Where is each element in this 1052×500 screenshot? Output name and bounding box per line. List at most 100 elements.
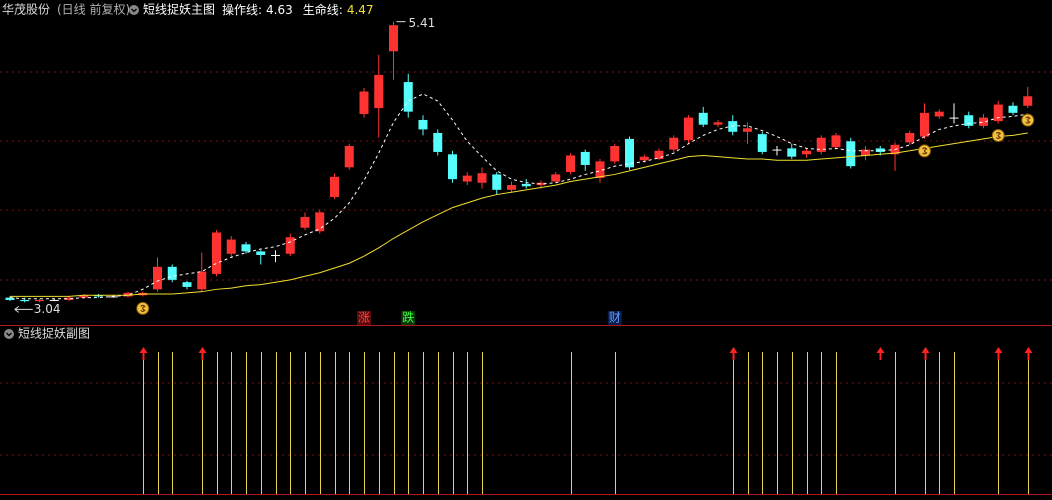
signal-arrow bbox=[729, 347, 738, 360]
candle-body bbox=[462, 175, 472, 182]
candle-body bbox=[49, 299, 59, 301]
event-marker-bg bbox=[357, 311, 371, 325]
candle-body bbox=[669, 137, 679, 150]
event-marker: 跌 bbox=[402, 310, 414, 325]
candle-body bbox=[566, 155, 575, 173]
bag-icon-mark bbox=[995, 131, 1002, 140]
candle-body bbox=[241, 244, 251, 252]
candle-body bbox=[330, 176, 339, 197]
candle-body bbox=[713, 122, 723, 125]
event-marker-bg bbox=[401, 311, 416, 325]
candle-body bbox=[300, 217, 310, 228]
candle-body bbox=[1023, 96, 1033, 106]
header-period: (日线 前复权) bbox=[57, 2, 130, 17]
candle-body bbox=[861, 149, 870, 156]
candle-body bbox=[64, 297, 74, 300]
candle-body bbox=[153, 266, 162, 290]
candle-body bbox=[285, 237, 295, 254]
header-stock: 华茂股份 bbox=[2, 3, 50, 17]
candle-body bbox=[551, 174, 561, 182]
candle-body bbox=[964, 115, 974, 126]
candle-body bbox=[772, 149, 782, 151]
candle-body bbox=[344, 146, 354, 168]
candle-body bbox=[197, 271, 207, 290]
bag-signal bbox=[991, 129, 1005, 143]
candle-body bbox=[315, 212, 325, 232]
menu-icon-arrow bbox=[131, 8, 137, 13]
candle-body bbox=[920, 112, 929, 137]
candle-body bbox=[5, 297, 15, 300]
candle-body bbox=[35, 299, 44, 302]
candle-body bbox=[123, 292, 133, 297]
candle-body bbox=[816, 137, 826, 152]
signal-arrow bbox=[994, 347, 1003, 360]
candle-body bbox=[448, 154, 457, 180]
signal-arrow bbox=[1024, 347, 1033, 360]
candle-body bbox=[580, 151, 590, 165]
candle-body bbox=[536, 182, 546, 186]
candle-body bbox=[684, 117, 693, 141]
candle-body bbox=[477, 173, 487, 183]
candle-body bbox=[433, 132, 443, 152]
candle-body bbox=[1008, 105, 1018, 113]
candle-body bbox=[94, 295, 103, 297]
candle-body bbox=[993, 104, 1003, 122]
candle-body bbox=[639, 156, 649, 161]
candle-body bbox=[831, 135, 841, 148]
candle-body bbox=[934, 111, 944, 117]
bag-icon-mark bbox=[1025, 116, 1031, 124]
event-marker: 财 bbox=[609, 311, 621, 325]
candle-body bbox=[359, 91, 369, 115]
header-line-value: 4.47 bbox=[347, 3, 374, 17]
candle-body bbox=[979, 117, 988, 126]
candle-body bbox=[846, 141, 856, 167]
candle-body bbox=[492, 174, 502, 190]
candle-body bbox=[182, 282, 192, 287]
candle-body bbox=[802, 150, 811, 155]
candle-body bbox=[418, 119, 428, 130]
menu-icon[interactable] bbox=[4, 329, 14, 339]
bag-signal bbox=[918, 144, 931, 158]
candle-body bbox=[20, 299, 30, 302]
menu-icon[interactable] bbox=[129, 5, 139, 15]
high-label: 5.41 bbox=[409, 16, 436, 30]
indicator-line bbox=[10, 132, 1028, 297]
bag-icon-mark bbox=[922, 147, 928, 155]
candle-body bbox=[212, 232, 221, 274]
candle-body bbox=[757, 134, 767, 152]
signal-arrow bbox=[921, 347, 930, 360]
signal-arrow bbox=[198, 347, 207, 360]
candle-body bbox=[875, 148, 885, 152]
header-line-label: 操作线: bbox=[222, 2, 262, 17]
candle-body bbox=[905, 132, 915, 143]
low-pointer bbox=[14, 305, 33, 313]
candle-body bbox=[625, 138, 634, 168]
event-marker-bg bbox=[607, 311, 622, 325]
candle-body bbox=[79, 295, 89, 298]
candle-body bbox=[507, 185, 516, 190]
candle-body bbox=[949, 117, 959, 119]
bag-signal bbox=[136, 301, 150, 315]
candle-body bbox=[521, 183, 531, 187]
candle-body bbox=[271, 254, 280, 256]
signal-arrow bbox=[876, 347, 885, 360]
event-marker: 涨 bbox=[358, 310, 370, 325]
candle-body bbox=[226, 239, 236, 254]
candle-body bbox=[610, 146, 620, 162]
candle-body bbox=[787, 148, 797, 157]
candle-body bbox=[654, 150, 664, 160]
header-line-value: 4.63 bbox=[266, 3, 293, 17]
low-label: 3.04 bbox=[34, 302, 61, 316]
candle-body bbox=[698, 112, 708, 125]
candle-body bbox=[403, 82, 413, 112]
header-indicator: 短线捉妖主图 bbox=[143, 2, 215, 17]
menu-icon-arrow bbox=[6, 332, 12, 337]
header-line-label: 生命线: bbox=[303, 2, 343, 17]
signal-arrow bbox=[139, 347, 148, 360]
candle-body bbox=[728, 121, 738, 132]
candle-body bbox=[167, 266, 177, 280]
candle-body bbox=[374, 74, 384, 109]
